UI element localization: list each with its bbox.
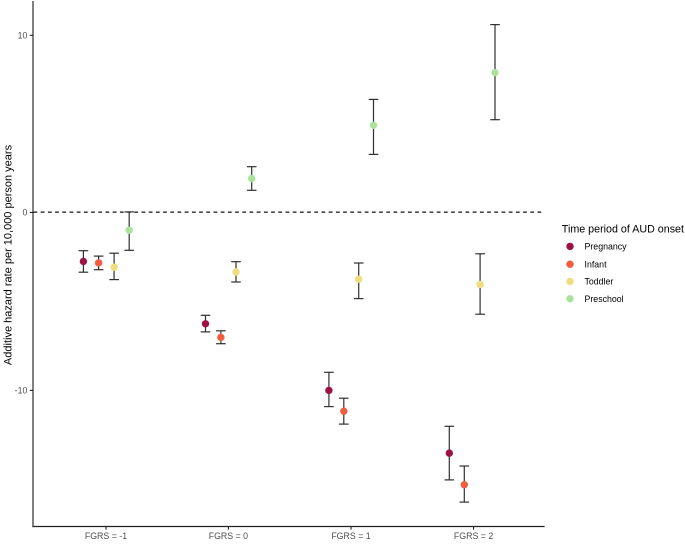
svg-text:Additive hazard rate per 10,00: Additive hazard rate per 10,000 person y… [3,144,15,365]
svg-text:FGRS = 2: FGRS = 2 [454,531,493,541]
svg-text:10: 10 [18,30,28,40]
svg-text:Pregnancy: Pregnancy [585,242,628,252]
svg-text:-10: -10 [15,386,28,396]
svg-text:Infant: Infant [585,259,608,269]
svg-text:FGRS = 0: FGRS = 0 [209,531,248,541]
svg-text:Toddler: Toddler [585,277,614,287]
svg-text:Preschool: Preschool [585,294,624,304]
svg-text:0: 0 [22,208,27,218]
svg-text:FGRS = 1: FGRS = 1 [331,531,370,541]
svg-text:Time period of AUD onset: Time period of AUD onset [562,223,684,235]
svg-text:FGRS = -1: FGRS = -1 [85,531,127,541]
